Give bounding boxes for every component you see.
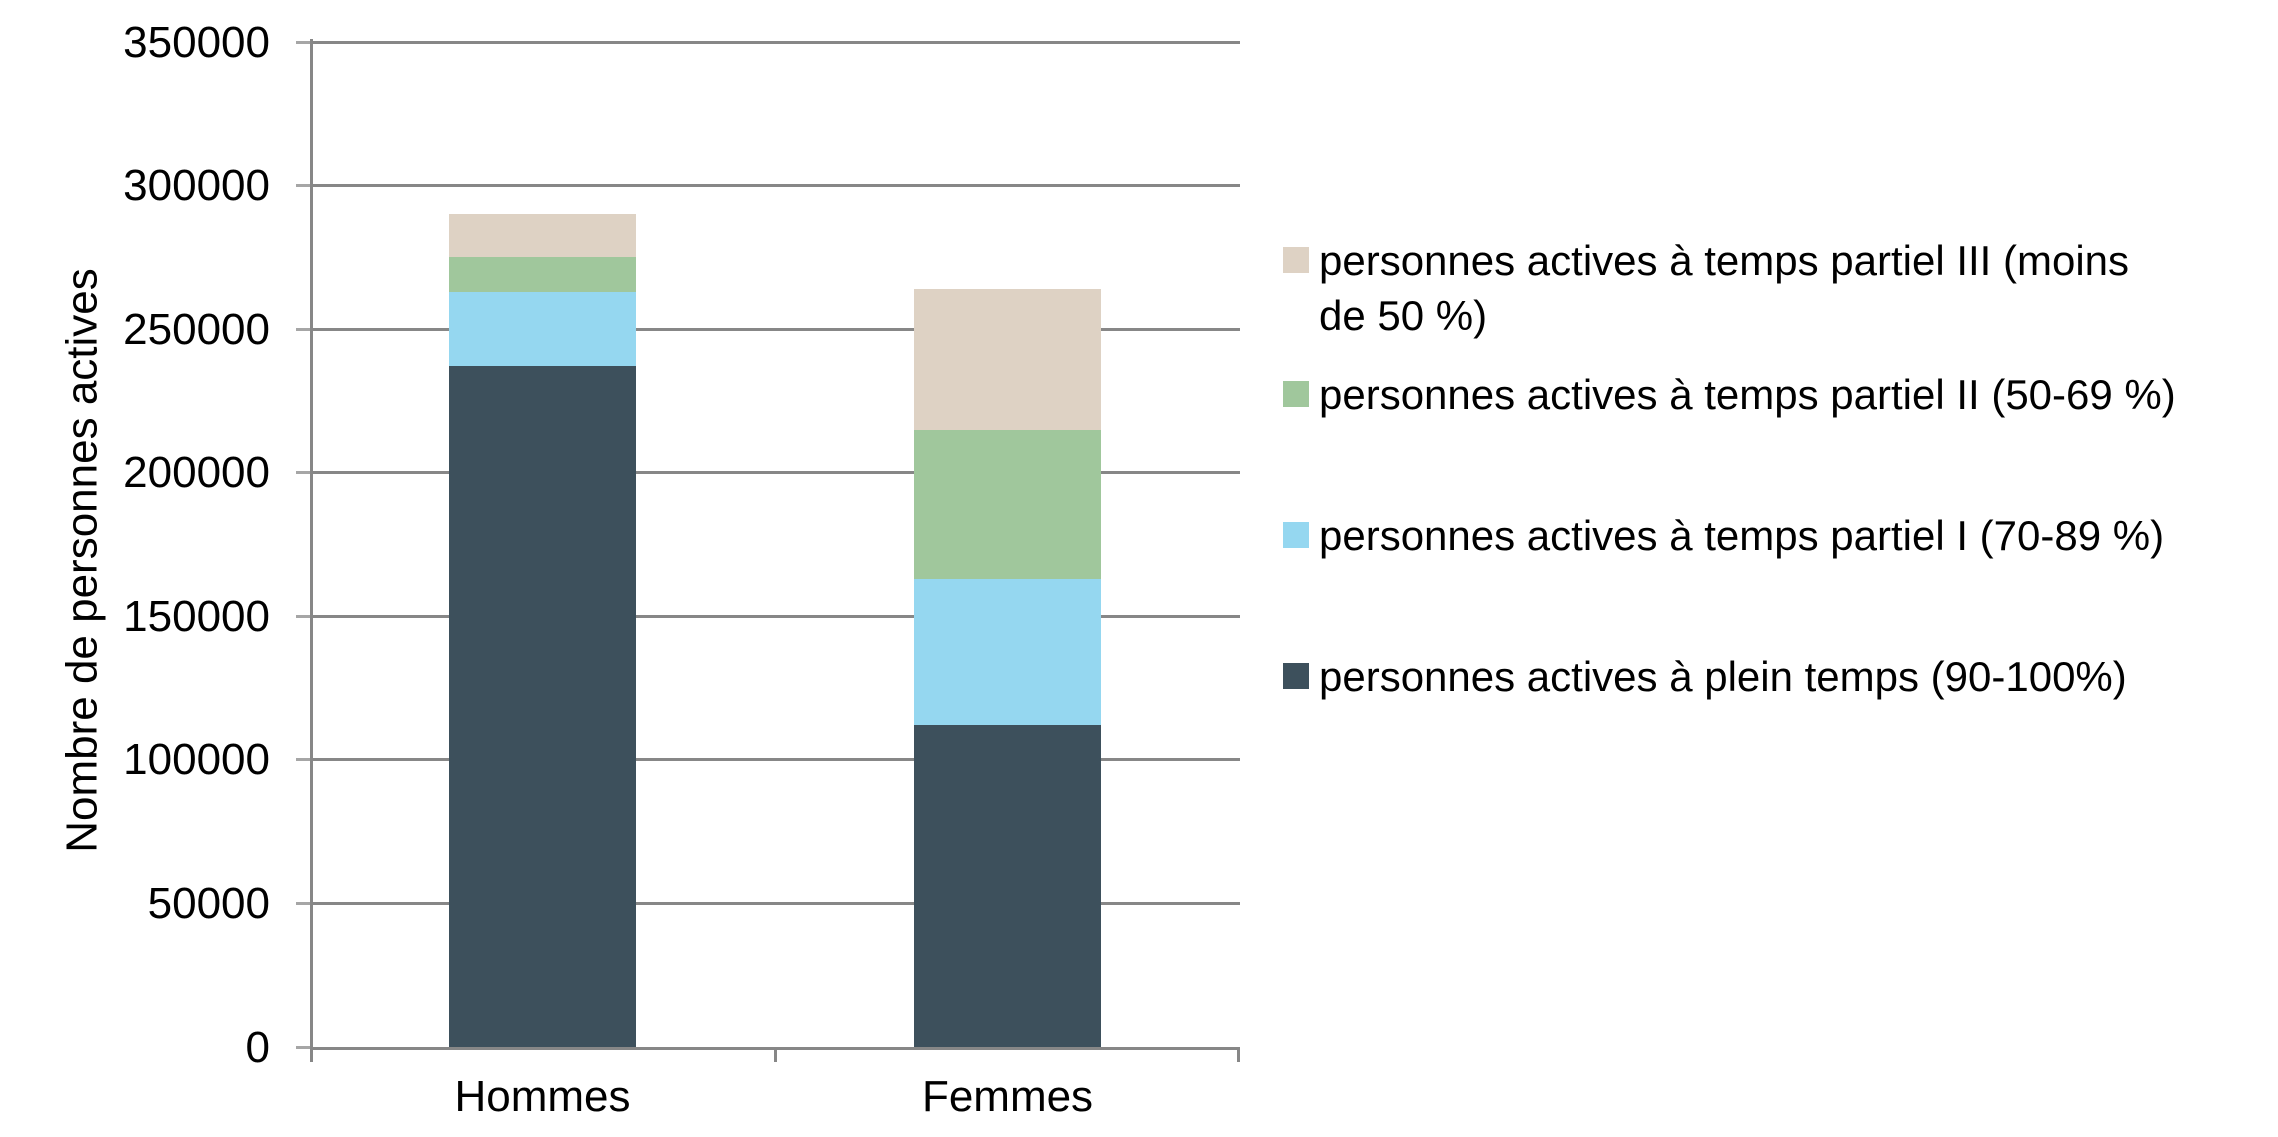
legend-item: personnes actives à temps partiel I (70-… bbox=[1283, 508, 2164, 563]
y-axis-tick-label: 100000 bbox=[123, 735, 270, 785]
gridline bbox=[310, 327, 1240, 331]
y-axis-tick bbox=[296, 40, 310, 44]
gridline bbox=[310, 614, 1240, 618]
bar-segment bbox=[914, 288, 1101, 430]
bar-segment bbox=[449, 291, 636, 367]
legend-swatch bbox=[1283, 247, 1309, 273]
legend-swatch bbox=[1283, 381, 1309, 407]
gridline bbox=[310, 901, 1240, 905]
legend-swatch bbox=[1283, 663, 1309, 689]
y-axis-tick-label: 300000 bbox=[123, 161, 270, 211]
legend-item: personnes actives à temps partiel II (50… bbox=[1283, 367, 2176, 422]
category-label: Hommes bbox=[454, 1072, 631, 1121]
gridline bbox=[310, 40, 1240, 44]
bar-segment bbox=[449, 257, 636, 292]
legend-item: personnes actives à temps partiel III (m… bbox=[1283, 233, 2129, 343]
legend-label: personnes actives à plein temps (90-100%… bbox=[1319, 653, 2127, 700]
x-axis-tick bbox=[310, 1047, 313, 1062]
y-axis-tick-label: 350000 bbox=[123, 17, 270, 67]
bar-segment bbox=[449, 214, 636, 258]
legend-label: personnes actives à temps partiel I (70-… bbox=[1319, 512, 2165, 559]
plot-area bbox=[296, 39, 1240, 1062]
y-axis-tick-label: 0 bbox=[245, 1022, 270, 1072]
y-axis-tick bbox=[296, 471, 310, 475]
gridline bbox=[310, 471, 1240, 475]
bar-segment bbox=[914, 725, 1101, 1047]
legend-item: personnes actives à plein temps (90-100%… bbox=[1283, 649, 2127, 704]
bar-segment bbox=[914, 429, 1101, 579]
y-axis-tick bbox=[296, 1045, 310, 1049]
y-axis-tick-label: 150000 bbox=[123, 591, 270, 641]
y-axis-tick bbox=[296, 614, 310, 618]
x-axis-tick bbox=[773, 1047, 777, 1062]
y-axis-tick bbox=[296, 327, 310, 331]
gridline bbox=[310, 184, 1240, 188]
y-axis-tick-label: 200000 bbox=[123, 448, 270, 498]
gridline bbox=[310, 758, 1240, 762]
x-axis-tick bbox=[1237, 1047, 1240, 1062]
y-axis-tick bbox=[296, 758, 310, 762]
y-axis-line bbox=[310, 39, 313, 1050]
y-axis-tick bbox=[296, 901, 310, 905]
category-label: Femmes bbox=[921, 1072, 1094, 1121]
legend-label: personnes actives à temps partiel III (m… bbox=[1319, 237, 2130, 339]
legend-label: personnes actives à temps partiel II (50… bbox=[1319, 371, 2176, 418]
legend-swatch bbox=[1283, 522, 1309, 548]
y-axis-tick bbox=[296, 184, 310, 188]
y-axis-tick-label: 50000 bbox=[147, 878, 270, 928]
bar-segment bbox=[914, 578, 1101, 726]
y-axis-tick-label: 250000 bbox=[123, 304, 270, 354]
bar-segment bbox=[449, 366, 636, 1047]
